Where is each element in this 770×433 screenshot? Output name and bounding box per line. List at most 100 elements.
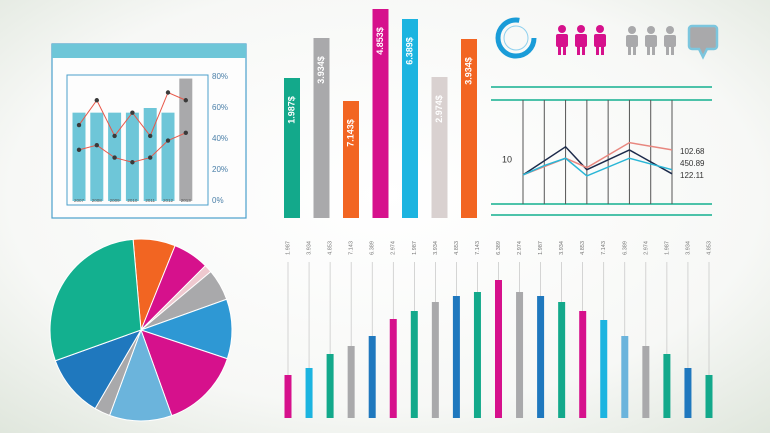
y-tick-label: 0% [212, 196, 224, 205]
y-tick-label: 80% [212, 72, 228, 81]
bar-label: 7.143$ [345, 119, 355, 147]
annotation: 102.68 [680, 147, 705, 156]
bar [368, 336, 376, 418]
annotation: 122.11 [680, 171, 704, 180]
bar [537, 296, 545, 418]
line [522, 145, 673, 176]
bar-label: 1.987 [664, 241, 670, 255]
bar [495, 280, 502, 418]
bar [473, 292, 481, 418]
bar [305, 368, 313, 418]
annotation: 450.89 [680, 159, 705, 168]
line-point [76, 122, 82, 128]
bar [663, 354, 671, 418]
bar-label: 7.143 [475, 241, 481, 255]
bar-label: 4.853 [454, 241, 460, 255]
bar-label: 6.389 [496, 241, 502, 255]
x-tick-label: 2007 [74, 198, 85, 203]
x-tick-label: 2012 [163, 198, 174, 203]
bar [431, 302, 439, 418]
y-tick-label: 40% [212, 134, 228, 143]
bar [284, 78, 300, 218]
x-tick-label: 2010 [127, 198, 138, 203]
bar [343, 101, 359, 218]
line-point [148, 155, 153, 160]
bar [143, 108, 157, 201]
panel-frame [66, 74, 209, 206]
bar [313, 38, 330, 218]
line-point [148, 133, 153, 139]
bar [621, 336, 629, 418]
donut-icon-inner [503, 25, 529, 51]
x-tick-label: 2008 [92, 198, 103, 203]
bar-label: 6.389 [370, 241, 376, 255]
bar [326, 354, 334, 418]
line-point [183, 130, 188, 135]
line [522, 157, 673, 177]
bar-label: 4.853 [580, 241, 586, 255]
bar [705, 375, 713, 418]
bar-label: 1.987 [285, 241, 291, 255]
line-point [130, 110, 135, 115]
bar-label: 3.934 [685, 241, 691, 255]
bar-label: 4.853$ [375, 27, 385, 55]
bar [161, 112, 175, 201]
bar-label: 3.934$ [316, 56, 326, 84]
bar-label: 1.987$ [286, 96, 296, 124]
bar-label: 2.974 [643, 241, 649, 255]
people-icon [556, 25, 606, 55]
bar [516, 292, 524, 418]
bar [579, 311, 587, 418]
bar [431, 77, 448, 218]
bar [284, 375, 292, 418]
bar-label: 3.934 [559, 241, 565, 255]
line-point [94, 98, 100, 103]
bar-label: 6.389 [622, 241, 628, 255]
line-point [94, 143, 100, 148]
y-tick-label: 20% [212, 165, 228, 174]
bar-label: 3.934 [433, 241, 439, 255]
bar-label: 3.934$ [463, 57, 473, 85]
bar [452, 296, 460, 418]
bar-label: 2.974$ [434, 95, 444, 123]
bar-label: 4.853 [328, 241, 334, 255]
bar-label: 3.934 [307, 241, 313, 255]
bar [125, 112, 139, 201]
pie-slice [49, 238, 142, 362]
bar-label: 6.389$ [404, 37, 414, 65]
bar [402, 19, 418, 218]
bar-label: 1.987 [412, 241, 418, 255]
bar-label: 7.143 [349, 241, 355, 255]
y-tick-label: 60% [212, 103, 228, 112]
bar-label: 7.143 [601, 241, 607, 255]
bar-label: 1.987 [538, 241, 544, 255]
line-point [76, 147, 82, 153]
bar [558, 302, 566, 418]
donut-icon [495, 17, 537, 59]
line-point [112, 133, 117, 139]
bar-label: 4.853 [706, 241, 712, 255]
line-point [130, 160, 135, 165]
bar [347, 346, 355, 418]
x-tick-label: 2009 [110, 198, 121, 203]
x-tick-label: 2011 [145, 198, 155, 203]
line-point [183, 98, 188, 103]
annotation: 10 [502, 154, 512, 164]
bar [372, 9, 389, 218]
pie-slice [140, 329, 228, 417]
bar-label: 2.974 [517, 241, 523, 255]
bar [461, 39, 477, 218]
line-point [165, 90, 171, 95]
bar [90, 112, 104, 201]
x-tick-label: 2013 [181, 198, 192, 203]
panel-header [52, 44, 246, 58]
line-point [112, 155, 117, 160]
bar [642, 346, 650, 418]
bar [410, 311, 418, 418]
bar [600, 320, 608, 418]
bar-label: 2.974 [391, 241, 397, 255]
line-point [165, 138, 171, 143]
speech-icon [687, 24, 719, 60]
bar [179, 78, 193, 201]
